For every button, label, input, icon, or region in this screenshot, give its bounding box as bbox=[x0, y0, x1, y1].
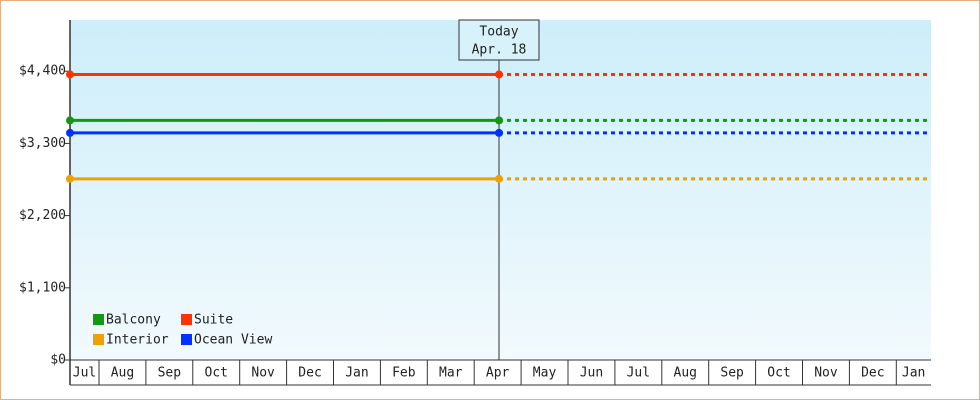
x-tick-label: Sep bbox=[720, 366, 744, 381]
today-date: Apr. 18 bbox=[472, 43, 527, 58]
point bbox=[495, 116, 503, 125]
y-tick-label: $4,400 bbox=[19, 64, 66, 79]
y-tick-label: $2,200 bbox=[19, 208, 66, 223]
x-tick-label: Jan bbox=[902, 366, 925, 381]
x-tick-label: Nov bbox=[251, 366, 275, 381]
x-tick-label: Dec bbox=[861, 366, 884, 381]
x-tick-label: Mar bbox=[439, 366, 463, 381]
x-tick-label: Oct bbox=[205, 366, 228, 381]
legend-label: Interior bbox=[106, 333, 169, 348]
point bbox=[495, 70, 503, 79]
legend-label: Suite bbox=[194, 313, 233, 328]
legend-swatch bbox=[93, 334, 104, 345]
x-tick-label: Jul bbox=[73, 366, 96, 381]
x-tick-label: Aug bbox=[674, 366, 697, 381]
point bbox=[66, 174, 74, 183]
x-tick-label: Aug bbox=[111, 366, 134, 381]
legend-swatch bbox=[93, 314, 104, 325]
legend-swatch bbox=[181, 314, 192, 325]
x-tick-label: Sep bbox=[158, 366, 182, 381]
x-tick-label: Nov bbox=[814, 366, 838, 381]
legend-swatch bbox=[181, 334, 192, 345]
point bbox=[66, 128, 74, 137]
today-box bbox=[458, 19, 540, 61]
x-tick-label: Jan bbox=[345, 366, 368, 381]
x-tick-label: May bbox=[533, 366, 557, 381]
y-tick-label: $0 bbox=[50, 353, 66, 368]
point bbox=[495, 174, 503, 183]
point bbox=[66, 70, 74, 79]
x-tick-label: Jun bbox=[580, 366, 603, 381]
y-tick-label: $1,100 bbox=[19, 280, 66, 295]
x-tick-label: Dec bbox=[298, 366, 321, 381]
x-tick-label: Jul bbox=[627, 366, 650, 381]
y-tick-label: $3,300 bbox=[19, 136, 66, 151]
x-tick-label: Apr bbox=[486, 366, 510, 381]
legend-label: Balcony bbox=[106, 313, 161, 328]
point bbox=[66, 116, 74, 125]
x-tick-label: Oct bbox=[767, 366, 790, 381]
point bbox=[495, 128, 503, 137]
legend-label: Ocean View bbox=[194, 333, 272, 348]
x-tick-label: Feb bbox=[392, 366, 416, 381]
today-title: Today bbox=[479, 25, 518, 40]
